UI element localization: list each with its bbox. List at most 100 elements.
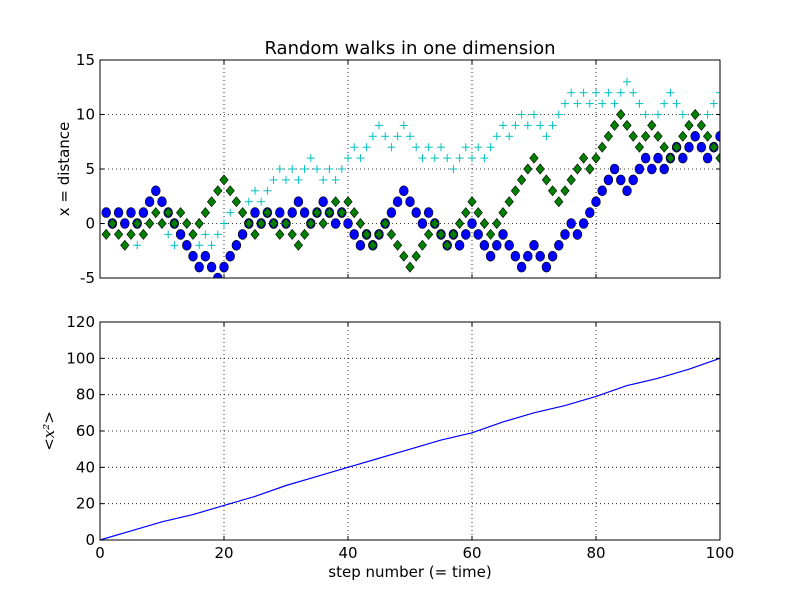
walk-plus-point [530,110,538,119]
walk-plus-point [623,77,631,86]
walk-circle-point [566,218,576,229]
walk-diamond-point [269,218,279,229]
walk-plus-point [703,110,712,119]
walk-diamond-point [145,218,155,229]
walk-diamond-point [169,218,179,229]
walk-circle-point [299,207,310,218]
walk-diamond-point [126,228,136,240]
walk-plus-point [207,241,216,250]
walk-circle-point [640,152,651,164]
walk-plus-point [499,121,507,130]
walk-diamond-point [256,218,266,229]
walk-plus-point [368,132,377,141]
walk-diamond-point [287,228,297,240]
walk-diamond-point [715,152,720,164]
walk-circle-point [616,174,626,186]
walk-diamond-point [548,185,558,197]
walk-plus-point [585,99,594,108]
walk-circle-point [151,185,161,197]
walk-circle-point [485,250,496,262]
walk-diamond-point [393,239,403,251]
walk-circle-point [231,240,242,251]
walk-plus-point [716,88,720,97]
walk-circle-point [144,196,155,207]
walk-diamond-point [362,228,372,240]
walk-diamond-point [690,109,700,120]
walk-circle-point [628,174,638,186]
bottom-grid [100,322,720,540]
walk-circle-point [622,185,632,197]
walk-plus-point [678,110,687,119]
walk-plus-point [449,165,458,173]
top-grid [100,60,720,278]
walk-plus-point [511,121,520,130]
walk-plus-point [430,154,439,163]
walk-diamond-point [114,228,124,240]
walk-circle-point [392,196,403,207]
walk-diamond-point [107,218,117,229]
walk-diamond-point [467,196,477,208]
walk-plus-point [362,143,371,152]
walk-diamond-point [207,196,217,208]
walk-circle-point [578,218,589,229]
walk-diamond-point [616,109,626,120]
walk-circle-point [454,240,465,251]
walk-circle-point [554,240,564,251]
walk-plus-point [468,154,476,163]
walk-circle-point [219,261,229,273]
y-tick-label: -5 [80,269,95,287]
walk-plus-point [393,132,402,141]
walk-diamond-point [659,141,669,153]
walk-circle-point [647,163,657,175]
walk-plus-point [282,175,290,184]
walk-plus-point [567,88,576,97]
walk-circle-point [585,207,595,218]
walk-diamond-point [597,141,607,153]
walk-diamond-point [349,207,359,219]
walk-circle-point [678,152,688,164]
walk-diamond-point [486,228,496,240]
walk-circle-point [492,240,502,251]
walk-diamond-point [219,174,229,186]
walk-plus-point [257,197,266,206]
walk-plus-point [542,132,551,141]
y-tick-label: 10 [76,106,95,124]
walk-plus-point [474,143,483,152]
walk-circle-point [467,218,477,229]
top-data-points [101,77,720,278]
walk-diamond-point [591,152,601,164]
walk-diamond-point [585,163,595,175]
walk-plus-point [709,99,718,108]
mean-square-displacement-panel: 0 20 40 60 80 100 0 20 40 60 80 100 120 step number … [40,313,734,581]
walk-plus-point [356,154,365,163]
walk-diamond-point [684,119,694,131]
walk-plus-point [573,99,582,108]
walk-circle-point [523,250,533,262]
walk-diamond-point [262,207,272,219]
walk-plus-point [288,165,297,173]
walk-diamond-point [653,130,663,142]
walk-circle-point [275,207,285,218]
walk-circle-point [690,131,700,142]
walk-circle-point [293,196,304,207]
y-tick-label: 5 [85,160,95,178]
walk-diamond-point [560,185,570,197]
walk-plus-point [275,165,284,173]
walk-circle-point [510,250,521,262]
walk-diamond-point [566,174,576,186]
walk-diamond-point [163,207,173,219]
walk-diamond-point [213,185,223,197]
walk-plus-point [579,88,588,97]
x-tick-label: 100 [706,544,735,562]
walk-diamond-point [176,207,186,219]
walk-diamond-point [672,141,682,153]
y-tick-label: 80 [76,386,95,404]
walk-circle-point [461,229,471,240]
walk-diamond-point [244,218,254,229]
walk-plus-point [294,175,303,184]
walk-diamond-point [411,250,421,262]
walk-diamond-point [312,207,322,219]
walk-plus-point [300,165,309,173]
walk-diamond-point [374,228,384,240]
y-tick-label: 0 [85,215,95,233]
